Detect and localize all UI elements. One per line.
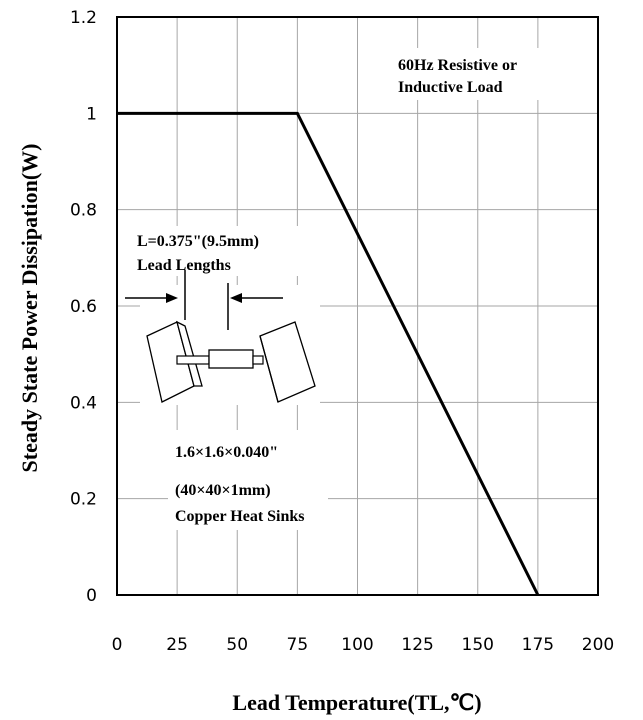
sink-annotation-line1: 1.6×1.6×0.040" [175,444,278,461]
load-annotation-line1: 60Hz Resistive or [398,57,517,74]
lead-annotation-box [133,226,313,276]
y-tick-label: 1 [86,104,97,124]
x-tick-label: 125 [401,635,433,655]
x-tick-label: 200 [582,635,614,655]
load-annotation-box [390,48,566,100]
lead-annotation-line2: Lead Lengths [137,257,231,274]
x-tick-label: 25 [166,635,188,655]
load-annotation-line2: Inductive Load [398,79,503,96]
sink-annotation-line2: (40×40×1mm) [175,482,271,499]
sink-annotation-line3: Copper Heat Sinks [175,508,305,525]
x-tick-label: 150 [462,635,494,655]
plot-frame [116,16,599,596]
x-tick-label: 75 [287,635,309,655]
lead-annotation-line1: L=0.375"(9.5mm) [137,233,259,250]
x-axis-title: Lead Temperature(TL,℃) [232,690,481,715]
y-tick-label: 0.8 [70,201,97,221]
y-tick-label: 0.6 [70,297,97,317]
diode-heat-sink-diagram-icon [125,270,320,405]
x-tick-label: 50 [226,635,248,655]
y-axis-title: Steady State Power Dissipation(W) [17,144,42,473]
y-tick-label: 0 [86,586,97,606]
y-tick-labels: 0 0.2 0.4 0.6 0.8 1 1.2 [70,8,97,606]
y-tick-label: 0.2 [70,490,97,510]
series-line [117,111,540,596]
y-tick-label: 0.4 [70,393,97,413]
x-tick-label: 0 [112,635,123,655]
y-tick-label: 1.2 [70,8,97,28]
x-tick-label: 175 [522,635,554,655]
x-tick-label: 100 [341,635,373,655]
sink-annotation-box [168,430,328,530]
x-tick-labels: 0 25 50 75 100 125 150 175 200 [112,635,615,655]
